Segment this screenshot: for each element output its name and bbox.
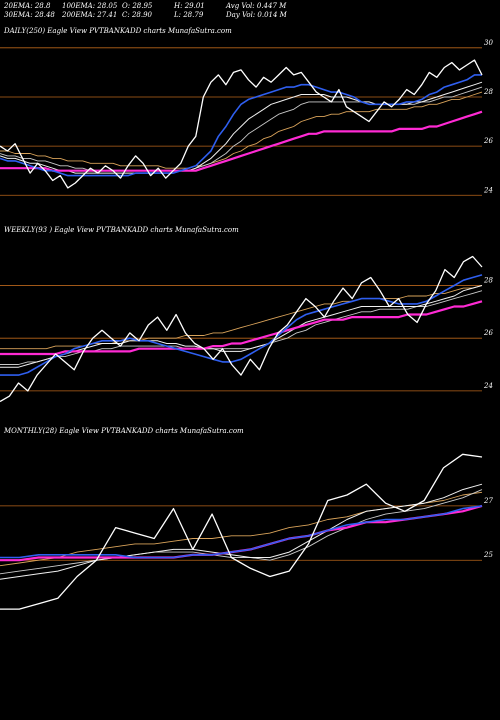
weekly-chart-title: WEEKLY(93 ) Eagle View PVTBANKADD charts… bbox=[4, 226, 239, 234]
monthly-chart-panel: MONTHLY(28) Eagle View PVTBANKADD charts… bbox=[0, 427, 493, 610]
daily-y-tick-label: 24 bbox=[483, 186, 493, 194]
header-open: O: 28.95 bbox=[122, 2, 153, 10]
monthly-chart-title: MONTHLY(28) Eagle View PVTBANKADD charts… bbox=[3, 427, 244, 435]
monthly-tick-labels: 25 27 bbox=[483, 497, 493, 559]
weekly-y-tick-label: 26 bbox=[483, 329, 493, 337]
monthly-ema-mid-line bbox=[0, 489, 483, 575]
header-ema100: 100EMA: 28.05 bbox=[62, 2, 118, 10]
daily-chart-panel: DAILY(250) Eagle View PVTBANKADD charts … bbox=[0, 27, 493, 196]
weekly-gridlines bbox=[0, 285, 482, 392]
weekly-price-line bbox=[0, 255, 483, 403]
header-ema30: 30EMA: 28.48 bbox=[4, 11, 55, 19]
monthly-price-line bbox=[0, 453, 483, 610]
monthly-series-lines bbox=[0, 453, 483, 610]
header-low: L: 28.79 bbox=[173, 11, 204, 19]
header-stats: 20EMA: 28.8 100EMA: 28.05 O: 28.95 H: 29… bbox=[3, 2, 288, 19]
header-close: C: 28.90 bbox=[122, 11, 153, 19]
daily-tick-labels: 24 26 28 30 bbox=[483, 39, 493, 194]
weekly-y-tick-label: 28 bbox=[483, 276, 493, 284]
monthly-ema-fast-line bbox=[0, 483, 483, 580]
daily-price-line bbox=[0, 59, 483, 189]
header-ema20: 20EMA: 28.8 bbox=[3, 2, 51, 10]
daily-series-lines bbox=[0, 59, 483, 189]
daily-chart-title: DAILY(250) Eagle View PVTBANKADD charts … bbox=[3, 27, 232, 35]
monthly-ema20-line bbox=[0, 505, 483, 559]
daily-y-tick-label: 30 bbox=[484, 39, 493, 47]
daily-y-tick-label: 28 bbox=[483, 88, 493, 96]
weekly-ema-slow-line bbox=[0, 285, 483, 350]
daily-ema-slow-line bbox=[0, 91, 483, 169]
weekly-tick-labels: 24 26 28 bbox=[483, 276, 493, 389]
header-ema200: 200EMA: 27.41 bbox=[61, 11, 117, 19]
weekly-ema200-line bbox=[0, 300, 483, 356]
daily-ema200-line bbox=[0, 110, 483, 172]
weekly-chart-panel: WEEKLY(93 ) Eagle View PVTBANKADD charts… bbox=[0, 226, 493, 403]
monthly-y-tick-label: 27 bbox=[483, 497, 493, 505]
weekly-ema-fast-line bbox=[0, 285, 483, 368]
weekly-series-lines bbox=[0, 255, 483, 403]
daily-ema20-line bbox=[0, 74, 482, 177]
daily-y-tick-label: 26 bbox=[483, 137, 493, 145]
header-avg-vol: Avg Vol: 0.447 M bbox=[225, 2, 287, 10]
weekly-y-tick-label: 24 bbox=[483, 382, 493, 390]
header-high: H: 29.01 bbox=[173, 2, 205, 10]
monthly-y-tick-label: 25 bbox=[483, 551, 493, 559]
header-day-vol: Day Vol: 0.014 M bbox=[225, 11, 288, 19]
